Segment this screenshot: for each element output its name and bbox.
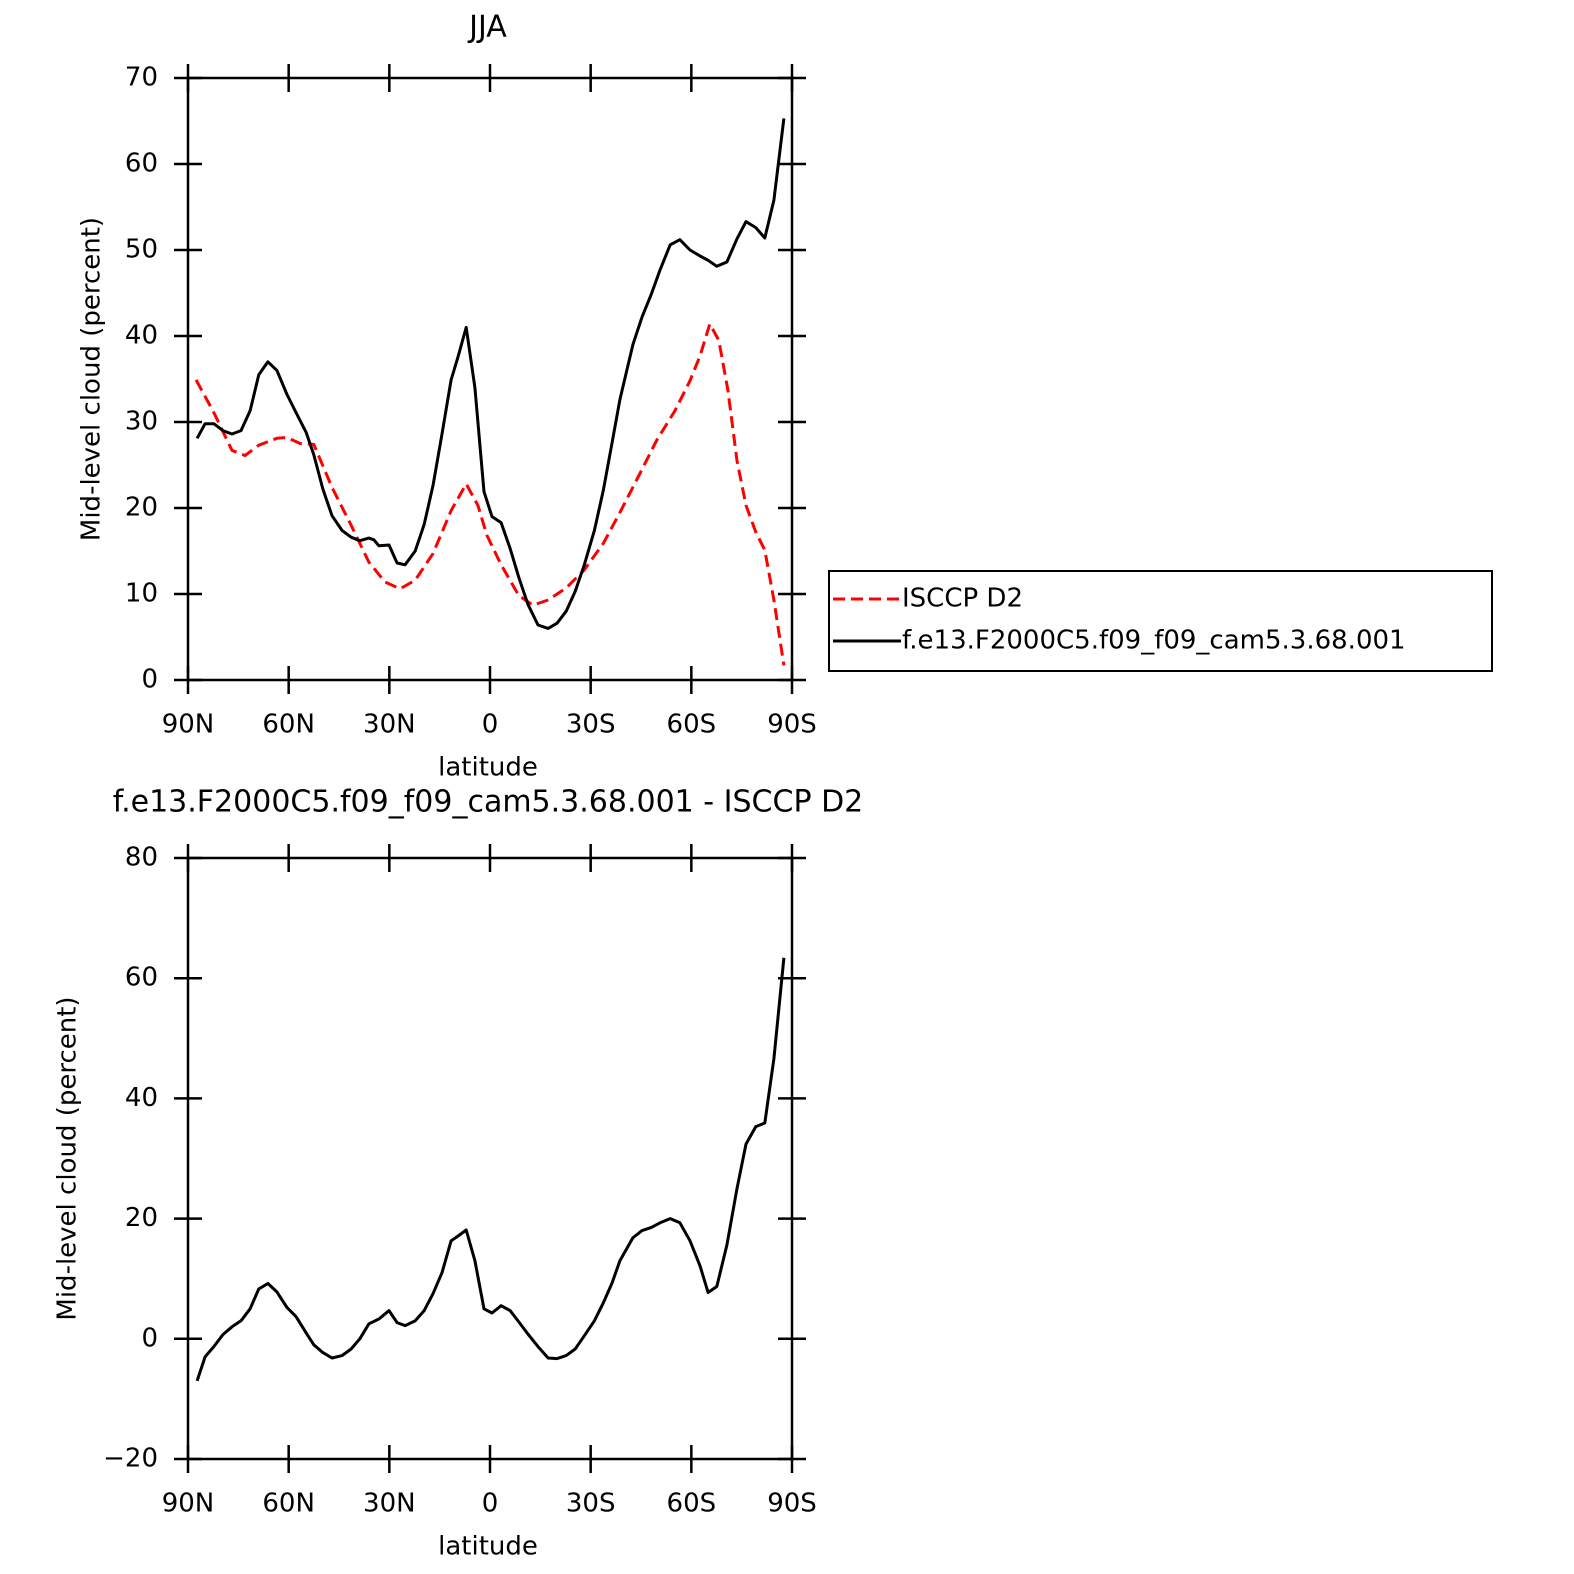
- y-tick-label: −20: [103, 1444, 158, 1474]
- y-tick-label: 30: [125, 407, 158, 437]
- y-tick-label: 0: [141, 665, 158, 695]
- y-tick-label: 60: [125, 963, 158, 993]
- x-tick-label: 30N: [363, 1489, 416, 1519]
- chart-title: f.e13.F2000C5.f09_f09_cam5.3.68.001 - IS…: [113, 785, 864, 820]
- y-tick-label: 20: [125, 493, 158, 523]
- plot-frame: [186, 76, 794, 682]
- x-tick-label: 30S: [566, 710, 616, 740]
- x-tick-label: 90N: [162, 710, 215, 740]
- y-tick-label: 50: [125, 235, 158, 265]
- x-axis-label: latitude: [438, 753, 538, 783]
- y-axis-label: Mid-level cloud (percent): [53, 996, 83, 1320]
- y-axis-label: Mid-level cloud (percent): [77, 217, 107, 541]
- x-tick-label: 90N: [162, 1489, 215, 1519]
- x-tick-label: 90S: [767, 1489, 817, 1519]
- y-tick-label: 60: [125, 149, 158, 179]
- y-tick-label: 70: [125, 63, 158, 93]
- x-tick-label: 60N: [262, 1489, 315, 1519]
- data-line: [195, 957, 786, 1382]
- y-tick-label: 80: [125, 843, 158, 873]
- x-tick-label: 90S: [767, 710, 817, 740]
- legend-label: f.e13.F2000C5.f09_f09_cam5.3.68.001: [902, 626, 1406, 656]
- x-axis-label: latitude: [438, 1532, 538, 1562]
- y-tick-label: 40: [125, 1083, 158, 1113]
- legend-box: [828, 570, 1493, 672]
- x-tick-label: 0: [482, 1489, 499, 1519]
- x-tick-label: 30N: [363, 710, 416, 740]
- x-tick-label: 60N: [262, 710, 315, 740]
- data-line: [195, 118, 786, 630]
- legend-label: ISCCP D2: [902, 584, 1023, 614]
- x-tick-label: 30S: [566, 1489, 616, 1519]
- y-tick-label: 0: [141, 1323, 158, 1353]
- x-tick-label: 0: [482, 710, 499, 740]
- y-tick-label: 40: [125, 321, 158, 351]
- x-tick-label: 60S: [667, 710, 717, 740]
- plot-frame: [186, 856, 794, 1461]
- y-tick-label: 20: [125, 1203, 158, 1233]
- data-line: [194, 322, 786, 666]
- x-tick-label: 60S: [667, 1489, 717, 1519]
- y-tick-label: 10: [125, 579, 158, 609]
- chart-title: JJA: [467, 10, 507, 45]
